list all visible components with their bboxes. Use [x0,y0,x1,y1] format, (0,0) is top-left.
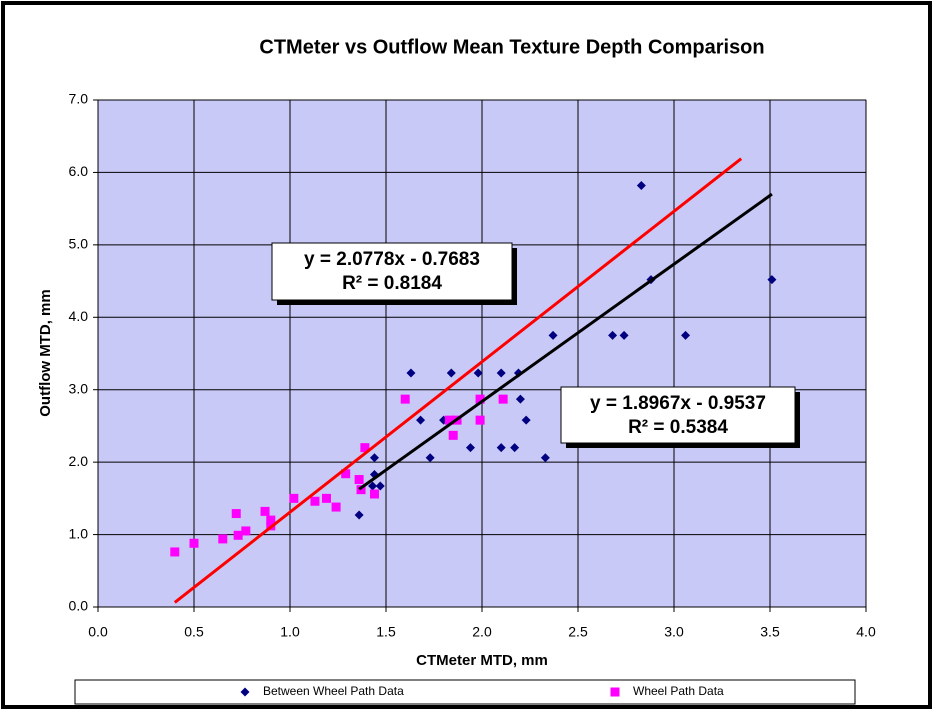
marker [354,510,364,520]
y-tick-label: 4.0 [69,308,89,324]
marker [289,493,299,503]
y-tick-label: 6.0 [69,163,89,179]
marker [310,496,320,506]
marker [465,443,475,453]
marker [218,534,228,544]
x-tick-label: 0.5 [184,624,204,640]
marker [231,509,241,519]
marker [189,538,199,548]
marker [321,493,331,503]
marker [416,415,426,425]
marker [498,394,508,404]
legend [74,679,856,705]
trendline [173,157,743,604]
marker [521,415,531,425]
chart-title: CTMeter vs Outflow Mean Texture Depth Co… [259,36,764,58]
marker [496,368,506,378]
marker [369,453,379,463]
marker [233,530,243,540]
marker [444,415,454,425]
marker [619,330,629,340]
x-tick-label: 3.0 [664,624,684,640]
legend-label: Between Wheel Path Data [263,684,404,698]
marker [548,330,558,340]
trend-r2: R² = 0.5384 [628,417,728,438]
y-tick-label: 2.0 [69,453,89,469]
y-tick-label: 5.0 [69,236,89,252]
marker [496,443,506,453]
legend-label: Wheel Path Data [633,684,724,698]
trendline [358,192,773,491]
marker [241,526,251,536]
marker [354,475,364,485]
marker [368,481,378,491]
marker [515,394,525,404]
marker [767,275,777,285]
trend-r2: R² = 0.8184 [342,273,442,294]
marker [475,415,485,425]
marker [610,687,620,697]
marker [331,502,341,512]
marker [608,330,618,340]
marker [636,180,646,190]
marker [170,547,180,557]
marker [681,330,691,340]
x-tick-label: 2.5 [568,624,588,640]
y-tick-label: 3.0 [69,380,89,396]
marker [425,453,435,463]
marker [448,430,458,440]
annotation-box [560,386,796,444]
marker [510,443,520,453]
x-tick-label: 2.0 [472,624,492,640]
marker [369,489,379,499]
trend-equation: y = 1.8967x - 0.9537 [590,393,766,414]
y-tick-label: 1.0 [69,525,89,541]
x-tick-label: 0.0 [88,624,108,640]
marker [475,394,485,404]
x-tick-label: 3.5 [760,624,780,640]
annotation-box [271,242,513,301]
y-axis-label: Outflow MTD, mm [37,289,54,417]
marker [400,394,410,404]
x-tick-label: 1.0 [280,624,300,640]
marker [473,368,483,378]
x-tick-label: 1.5 [376,624,396,640]
marker [341,469,351,479]
marker [266,515,276,525]
marker [360,443,370,453]
y-tick-label: 0.0 [69,598,89,614]
marker [406,368,416,378]
trend-equation: y = 2.0778x - 0.7683 [304,249,480,270]
marker [260,506,270,516]
marker [375,481,385,491]
x-axis-label: CTMeter MTD, mm [416,652,548,669]
marker [240,687,250,697]
y-tick-label: 7.0 [69,91,89,107]
x-tick-label: 4.0 [856,624,876,640]
marker [540,453,550,463]
marker [446,368,456,378]
